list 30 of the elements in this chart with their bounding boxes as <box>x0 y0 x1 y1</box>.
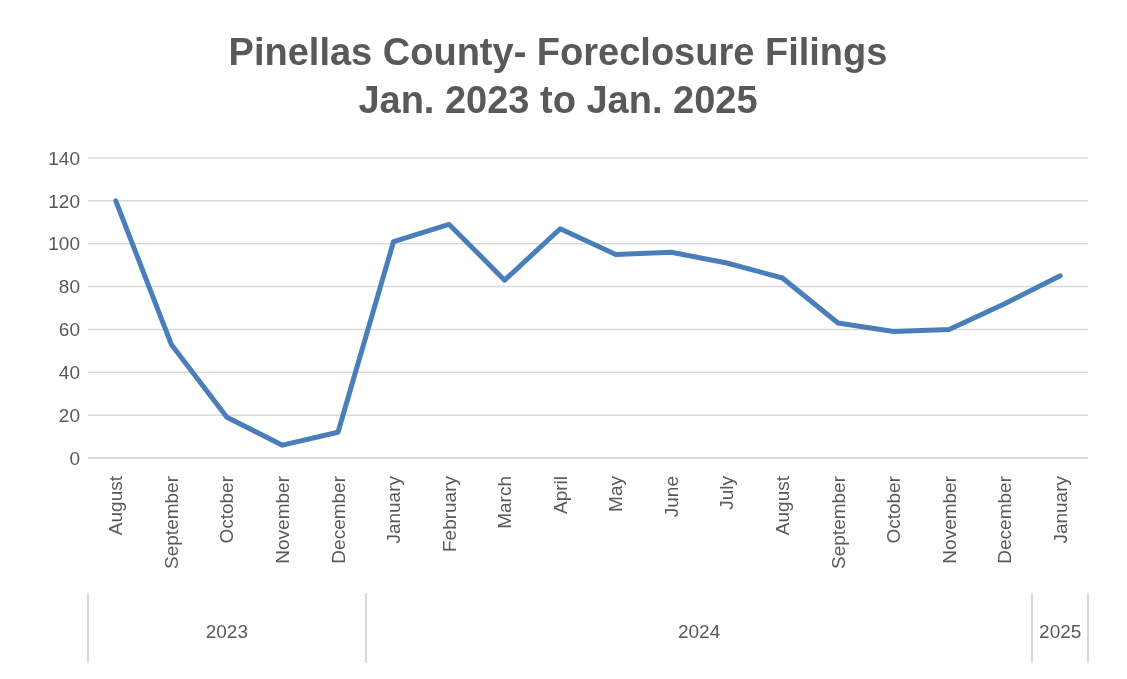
x-tick-label: November <box>938 475 960 564</box>
y-tick-label: 120 <box>48 190 80 212</box>
x-tick-label: March <box>494 476 516 529</box>
y-tick-label: 60 <box>58 319 80 341</box>
y-tick-label: 0 <box>69 447 80 469</box>
x-tick-label: October <box>883 475 905 544</box>
x-tick-label: December <box>994 475 1016 564</box>
x-tick-label: May <box>605 475 627 512</box>
x-tick-label: November <box>271 475 293 564</box>
x-tick-label: December <box>327 475 349 564</box>
y-tick-label: 20 <box>58 404 80 426</box>
chart-title: Pinellas County- Foreclosure Filings Jan. 2023 to Jan. 2025 <box>227 30 889 123</box>
x-tick-label: August <box>105 475 127 536</box>
x-tick-label: June <box>660 476 682 518</box>
text: 2025 <box>1038 621 1083 643</box>
x-tick-label: April <box>549 476 571 515</box>
y-tick-label: 80 <box>58 276 80 298</box>
x-tick-label: October <box>216 475 238 544</box>
x-tick-label: July <box>716 475 738 510</box>
y-tick-label: 40 <box>58 362 80 384</box>
x-tick-label: January <box>383 475 405 544</box>
x-tick-label: January <box>1049 475 1071 544</box>
x-tick-label: February <box>438 475 460 553</box>
x-tick-label: September <box>160 475 182 569</box>
text: 2023 <box>204 621 249 643</box>
text: 2024 <box>676 621 722 643</box>
x-tick-label: August <box>771 475 793 536</box>
y-tick-label: 100 <box>48 233 80 255</box>
x-tick-label: September <box>827 475 849 569</box>
y-tick-label: 140 <box>48 147 80 169</box>
